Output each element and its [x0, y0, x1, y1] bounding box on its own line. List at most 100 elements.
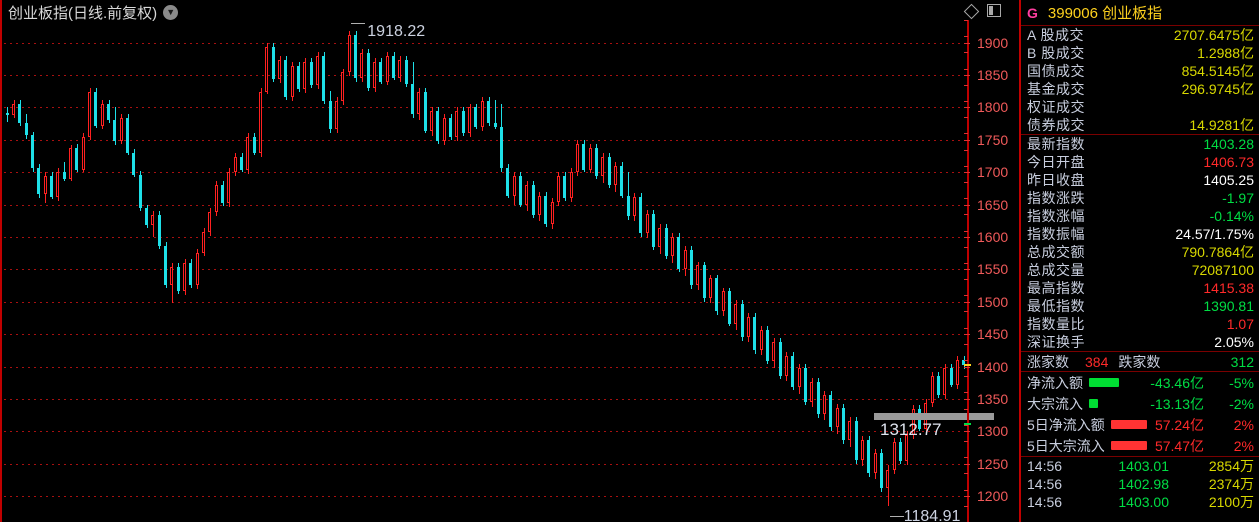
chevron-down-icon[interactable]: ▼	[163, 5, 179, 20]
gridline	[4, 204, 967, 206]
y-axis-label: 1850	[977, 67, 1009, 84]
row-value: 1415.38	[1203, 280, 1254, 296]
flow-percent: -2%	[1229, 395, 1254, 412]
y-axis-minor-tick	[964, 181, 968, 183]
y-axis-label: 1500	[977, 293, 1009, 310]
index-stat-row: 总成交量 72087100	[1021, 261, 1259, 279]
quote-name: 创业板指	[1102, 5, 1163, 22]
high-leader-line	[351, 23, 366, 24]
row-label: 总成交额	[1027, 244, 1085, 260]
y-axis-minor-tick	[964, 100, 968, 102]
tick-price: 1403.00	[1118, 494, 1169, 510]
row-label: A 股成交	[1027, 27, 1084, 43]
y-axis-minor-tick	[964, 262, 968, 264]
flow-percent: -5%	[1229, 374, 1254, 391]
tick-volume: 2854万	[1208, 458, 1254, 474]
row-value: 2.05%	[1214, 334, 1254, 350]
y-axis-minor-tick	[964, 505, 968, 507]
row-label: 最高指数	[1027, 280, 1085, 296]
gridline	[4, 107, 967, 109]
y-axis-minor-tick	[964, 68, 968, 70]
flow-amount: 57.24亿	[1154, 416, 1204, 433]
gridline	[4, 366, 967, 368]
row-label: 指数量比	[1027, 316, 1085, 332]
flow-amount: -13.13亿	[1150, 395, 1204, 412]
chart-pane: 创业板指(日线.前复权) ▼ 1918.22 1184.91 1312.77 1…	[0, 0, 1009, 522]
row-label: 债券成交	[1027, 117, 1085, 133]
diamond-icon[interactable]	[963, 3, 980, 20]
gridline	[4, 463, 967, 465]
tick-list[interactable]: 14:56 1403.01 2854万 14:56 1402.98 2374万 14:56 1…	[1021, 456, 1259, 511]
y-axis-label: 1300	[977, 423, 1009, 440]
row-label: 今日开盘	[1027, 154, 1085, 170]
y-axis-minor-tick	[964, 392, 968, 394]
quote-header: G 399006 创业板指	[1021, 0, 1259, 26]
row-value: 1406.73	[1203, 154, 1254, 170]
chart-title-label: 创业板指(日线.前复权)	[8, 5, 158, 22]
y-axis-minor-tick	[964, 230, 968, 232]
gridline	[4, 496, 967, 498]
volume-row: 国债成交 854.5145亿	[1021, 62, 1259, 80]
row-label: 基金成交	[1027, 81, 1085, 97]
flow-label: 净流入额	[1027, 374, 1083, 391]
row-value: 1.2988亿	[1197, 45, 1254, 61]
y-axis-tick	[964, 236, 970, 238]
decliners-label: 跌家数	[1118, 353, 1161, 370]
y-axis-label: 1900	[977, 34, 1009, 51]
candlestick-series	[4, 20, 967, 522]
price-cursor-bar[interactable]	[874, 413, 994, 421]
flow-percent: 2%	[1233, 437, 1254, 454]
row-label: 指数涨幅	[1027, 208, 1085, 224]
tick-time: 14:56	[1027, 458, 1063, 474]
volume-row: A 股成交 2707.6475亿	[1021, 26, 1259, 44]
row-value: 1390.81	[1203, 298, 1254, 314]
y-axis-label: 1450	[977, 326, 1009, 343]
y-axis-minor-tick	[964, 198, 968, 200]
y-axis-label: 1350	[977, 390, 1009, 407]
chart-gridlines	[4, 20, 967, 522]
flow-label: 5日大宗流入	[1027, 437, 1105, 454]
index-stat-row: 今日开盘 1406.73	[1021, 153, 1259, 171]
cursor-price-marker	[964, 423, 971, 426]
y-axis-minor-tick	[964, 311, 968, 313]
volume-row: 债券成交 14.9281亿	[1021, 116, 1259, 134]
index-stat-row: 指数涨跌 -1.97	[1021, 189, 1259, 207]
y-axis-label: 1700	[977, 164, 1009, 181]
gridline	[4, 431, 967, 433]
y-axis-minor-tick	[964, 20, 968, 21]
chart-plot-area[interactable]: 1918.22 1184.91 1312.77	[4, 20, 994, 522]
tick-row[interactable]: 14:56 1403.01 2854万	[1021, 457, 1259, 475]
y-axis-minor-tick	[964, 489, 968, 491]
tick-row[interactable]: 14:56 1403.00 2100万	[1021, 493, 1259, 511]
y-axis-minor-tick	[964, 165, 968, 167]
current-price-marker	[964, 364, 971, 367]
advancers-label: 涨家数	[1027, 353, 1069, 370]
y-axis-minor-tick	[964, 117, 968, 119]
y-axis-label: 1600	[977, 228, 1009, 245]
quote-panel: G 399006 创业板指 A 股成交 2707.6475亿 B 股成交 1.2988…	[1019, 0, 1259, 522]
chart-title[interactable]: 创业板指(日线.前复权) ▼	[8, 2, 179, 23]
low-leader-line	[889, 515, 904, 517]
advancers-count: 384	[1085, 353, 1109, 370]
row-value: 1.07	[1226, 316, 1254, 332]
panel-split-icon[interactable]	[987, 4, 1001, 17]
row-value: 72087100	[1191, 262, 1254, 278]
y-axis-tick	[964, 139, 970, 141]
y-axis-minor-tick	[964, 84, 968, 86]
tick-row[interactable]: 14:56 1402.98 2374万	[1021, 475, 1259, 493]
index-stat-row: 总成交额 790.7864亿	[1021, 243, 1259, 261]
flow-bar	[1110, 441, 1147, 450]
y-axis-minor-tick	[964, 279, 968, 281]
index-stat-row: 指数振幅 24.57/1.75%	[1021, 225, 1259, 243]
period-low-label: 1184.91	[903, 507, 961, 522]
row-value: 790.7864亿	[1181, 244, 1254, 260]
chart-corner-icons	[963, 3, 1001, 20]
y-axis-tick	[964, 463, 970, 465]
y-axis-label: 1750	[977, 131, 1009, 148]
row-value: 2707.6475亿	[1173, 27, 1254, 43]
tick-time: 14:56	[1027, 494, 1063, 510]
y-axis-tick	[964, 398, 970, 400]
y-axis-label: 1200	[977, 488, 1009, 505]
y-axis-tick	[964, 172, 970, 174]
tick-volume: 2374万	[1208, 476, 1254, 492]
